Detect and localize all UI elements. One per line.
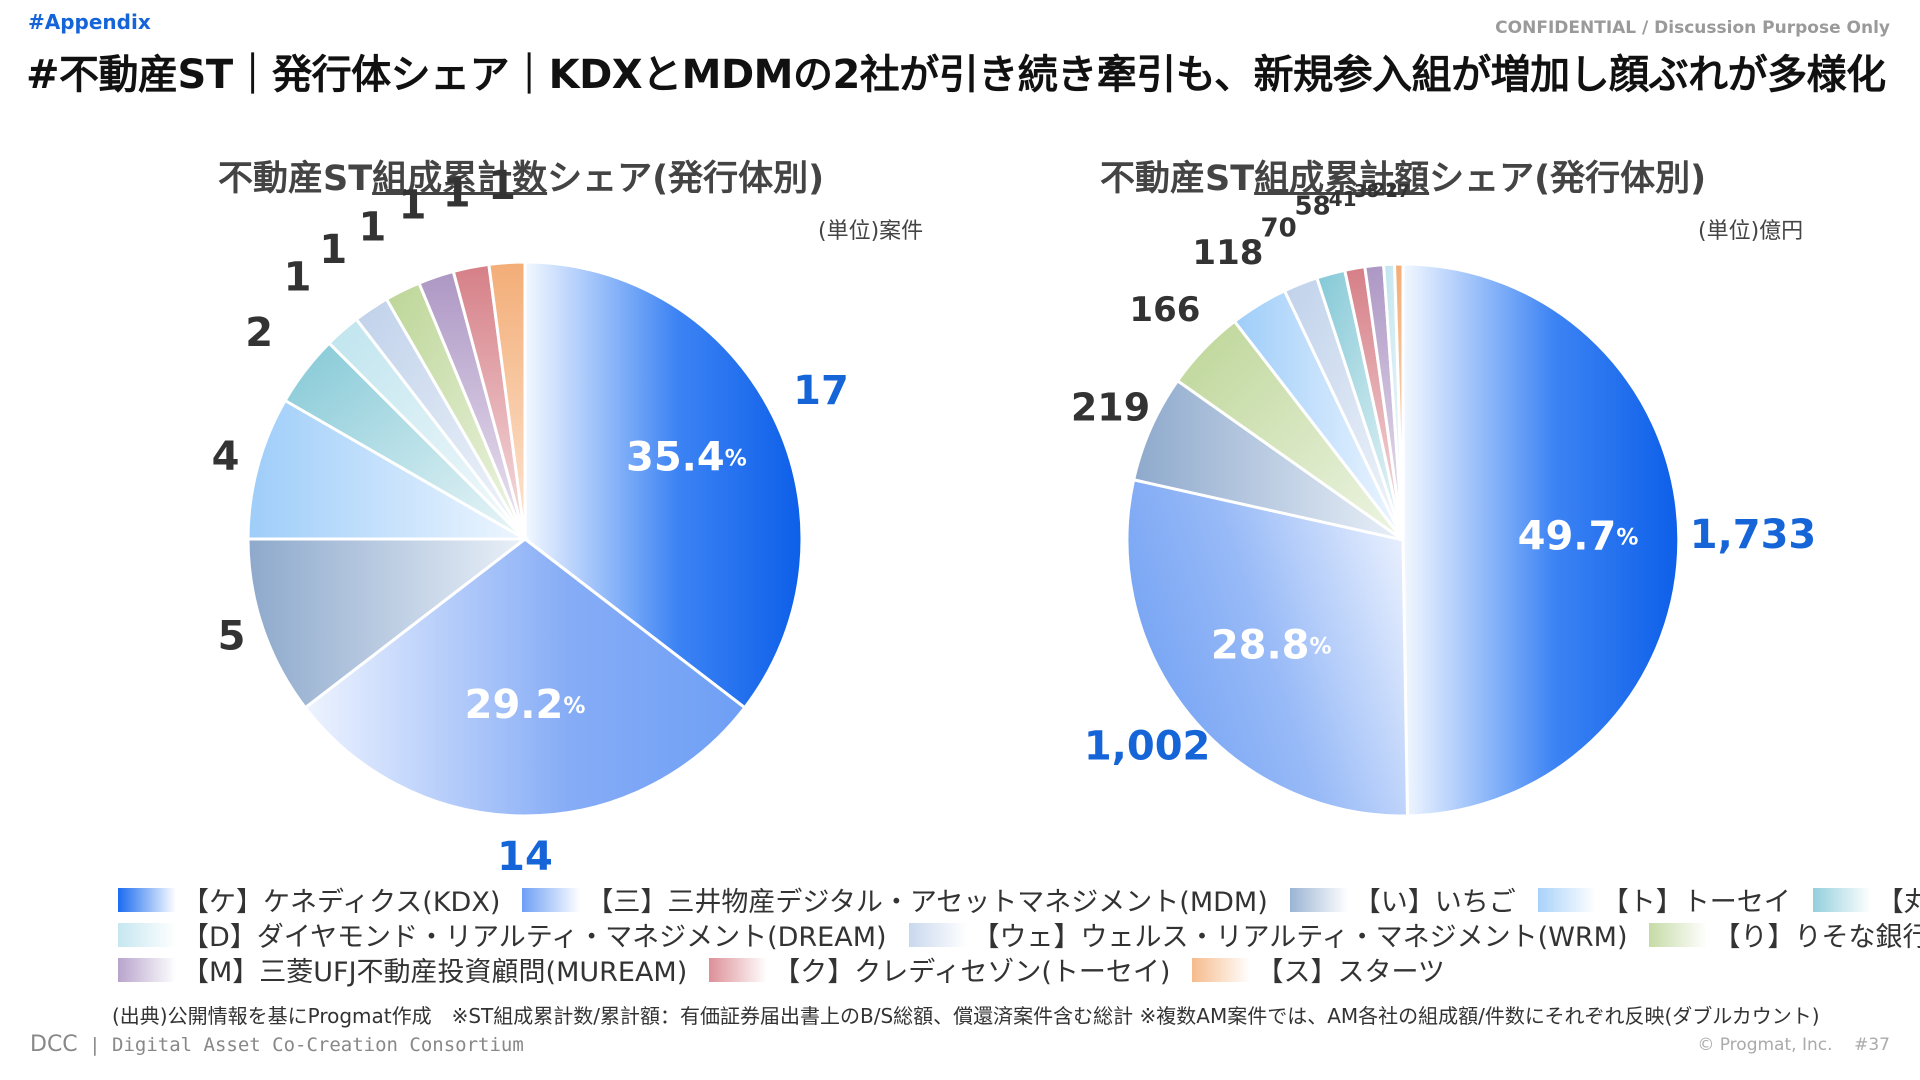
legend-label: 【い】いちご [1353,887,1516,918]
value-label: 5 [218,614,246,660]
legend-label: 【ウェ】ウェルス・リアルティ・マネジメント(WRM) [972,922,1628,953]
percent-label: 29.2% [465,682,586,728]
pie-slice-kdx [523,260,804,710]
legend-item: 【ケ】ケネディクス(KDX) [118,880,500,919]
value-label: 4 [212,434,240,480]
legend-item: 【ウェ】ウェルス・リアルティ・マネジメント(WRM) [908,915,1628,954]
legend-item: 【三】三井物産デジタル・アセットマネジメント(MDM) [522,880,1268,919]
legend-swatch [709,957,768,982]
page-number: #37 [1854,1035,1890,1055]
chart-title-count-suffix: シェア(発行体別) [547,159,825,199]
legend-swatch [118,957,176,982]
legend-swatch [1537,887,1596,912]
legend-item: 【ク】クレディセゾン(トーセイ) [709,950,1170,989]
legend-swatch [1289,887,1348,912]
pie-slice-starts [487,260,527,540]
pie-slice-mdm [1125,477,1410,818]
value-label: 41 [1329,187,1357,211]
legend-label: 【D】ダイヤモンド・リアルティ・マネジメント(DREAM) [182,922,887,953]
pie-chart-amount: 1,733 49.7% 1,002 28.8% 219 166 11870584138221… [1071,179,1817,818]
legend-label: 【M】三菱UFJ不動産投資顧問(MUREAM) [182,957,688,988]
pie-slice-kdx [1401,262,1681,818]
copyright: © Progmat, Inc. [1697,1035,1833,1055]
legend-item: 【ス】スターツ [1192,950,1445,989]
percent-label: 49.7% [1518,514,1639,560]
value-label: 166 [1129,290,1200,330]
value-label: 22 [1373,179,1398,200]
legend-label: 【ク】クレディセゾン(トーセイ) [773,957,1171,988]
legend-row: 【D】ダイヤモンド・リアルティ・マネジメント(DREAM) 【ウェ】ウェルス・リア… [118,915,1920,954]
value-label: 1 [284,255,312,301]
dcc-logo-text: DCC [30,1032,78,1057]
legend-swatch [1192,957,1251,982]
chart-title-count: 不動産ST組成累計数シェア(発行体別) [218,150,824,201]
legend-item: 【い】いちご [1289,880,1516,919]
legend-swatch [118,922,176,947]
legend-item: 【ト】トーセイ [1537,880,1791,919]
value-label: 58 [1295,192,1331,222]
value-label: 1,002 [1084,723,1211,769]
legend-label: 【丸】丸紅 [1876,887,1920,918]
value-label: 38 [1354,181,1379,202]
chart-title-count-prefix: 不動産ST [218,159,373,199]
pie-slice-tosei [246,398,531,541]
chart-title-amount: 不動産ST組成累計額シェア(発行体別) [1100,150,1706,201]
chart-title-count-metric: 組成累計数 [372,159,548,199]
legend-swatch [1812,887,1871,912]
value-label: 1 [319,227,347,273]
legend-label: 【三】三井物産デジタル・アセットマネジメント(MDM) [586,887,1268,918]
value-label: 14 [497,834,553,880]
footer-right: © Progmat, Inc. #37 [1697,1035,1890,1055]
value-label: 17 [1385,181,1410,202]
legend-label: 【ス】スターツ [1256,957,1445,988]
consortium-name: Digital Asset Co-Creation Consortium [112,1034,524,1056]
unit-label-amount: (単位)億円 [1698,219,1804,244]
confidential-label: CONFIDENTIAL / Discussion Purpose Only [1495,18,1890,38]
chart-title-amount-prefix: 不動産ST [1100,159,1255,199]
legend-row: 【ケ】ケネディクス(KDX) 【三】三井物産デジタル・アセットマネジメント(MDM… [118,880,1920,919]
value-label: 1,733 [1690,512,1817,558]
pie-slice-mdm [303,537,747,818]
value-label: 1 [443,171,471,217]
legend-swatch [908,922,967,947]
source-note: (出典)公開情報を基にProgmat作成 ※ST組成累計数/累計額：有価証券届出… [112,1004,1820,1028]
legend-label: 【ケ】ケネディクス(KDX) [182,887,501,918]
appendix-tag: #Appendix [28,10,151,34]
legend-swatch [522,887,581,912]
legend-label: 【り】りそな銀行 [1713,922,1920,953]
legend-swatch [118,887,176,912]
value-label: 17 [793,368,849,414]
legend-item: 【丸】丸紅 [1812,880,1920,919]
pie-slice-starts [1392,262,1405,541]
legend: 【ケ】ケネディクス(KDX) 【三】三井物産デジタル・アセットマネジメント(MDM… [118,880,1920,989]
legend-item: 【り】りそな銀行 [1649,915,1920,954]
legend-item: 【D】ダイヤモンド・リアルティ・マネジメント(DREAM) [118,915,887,954]
value-label: 1 [488,163,516,209]
value-label: 70 [1261,214,1297,244]
page-title: #不動産ST｜発行体シェア｜KDXとMDMの2社が引き続き牽引も、新規参入組が増… [26,52,1886,98]
footer-brand: DCC | Digital Asset Co-Creation Consorti… [30,1032,524,1057]
value-label: 118 [1192,233,1263,273]
legend-row: 【M】三菱UFJ不動産投資顧問(MUREAM) 【ク】クレディセゾン(トーセイ) 【… [118,950,1838,989]
legend-label: 【ト】トーセイ [1601,887,1791,918]
value-label: 1 [358,205,386,251]
pie-slice-ichigo [246,537,530,710]
chart-title-amount-suffix: シェア(発行体別) [1429,159,1707,199]
percent-label: 35.4% [626,434,747,480]
value-label: 2 [245,310,273,356]
unit-label-count: (単位)案件 [818,219,924,244]
legend-item: 【M】三菱UFJ不動産投資顧問(MUREAM) [118,950,687,989]
percent-label: 28.8% [1211,622,1332,668]
value-label: 1 [399,183,427,229]
value-label: 219 [1071,386,1150,430]
legend-swatch [1649,922,1708,947]
chart-title-amount-metric: 組成累計額 [1254,159,1430,199]
